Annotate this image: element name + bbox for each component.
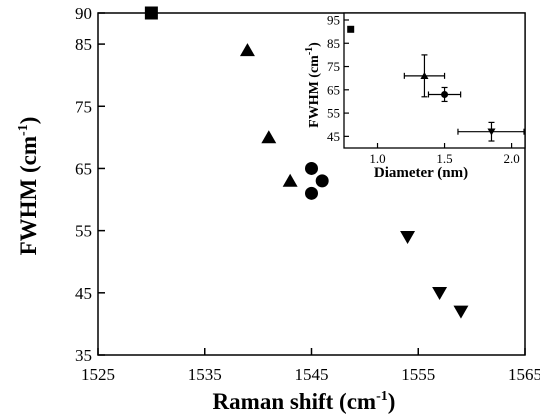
main-x-tick-label: 1555 — [401, 365, 435, 384]
inset-point-circle — [441, 90, 449, 98]
main-y-tick-label: 35 — [75, 346, 92, 365]
inset-y-tick-label: 95 — [327, 12, 340, 27]
inset-y-tick-label: 75 — [327, 59, 340, 74]
main-y-tick-label: 45 — [75, 284, 92, 303]
main-y-tick-label: 65 — [75, 159, 92, 178]
main-point-triangle-up — [239, 43, 255, 57]
main-point-square — [144, 6, 158, 20]
main-x-tick-label: 1565 — [508, 365, 540, 384]
main-y-tick-label: 75 — [75, 97, 92, 116]
inset-y-tick-label: 45 — [327, 129, 340, 144]
inset-y-tick-label: 55 — [327, 106, 340, 121]
main-point-circle — [305, 161, 318, 175]
main-point-triangle-up — [261, 130, 277, 144]
main-point-triangle-down — [432, 286, 448, 300]
main-point-circle — [305, 186, 318, 200]
main-y-tick-label: 85 — [75, 35, 92, 54]
main-y-tick-label: 90 — [75, 4, 92, 23]
main-x-axis-label: Raman shift (cm-1) — [213, 389, 396, 414]
main-point-circle — [315, 174, 329, 188]
inset-point-square — [347, 25, 355, 33]
inset-point-triangle-down — [487, 128, 496, 136]
main-x-tick-label: 1545 — [295, 365, 329, 384]
inset-x-tick-label: 1.0 — [369, 151, 385, 166]
inset-point-triangle-up — [420, 71, 429, 79]
main-point-triangle-down — [453, 305, 469, 319]
inset-x-tick-label: 2.0 — [503, 151, 519, 166]
main-x-tick-label: 1525 — [81, 365, 115, 384]
main-x-tick-label: 1535 — [188, 365, 222, 384]
inset-y-tick-label: 85 — [327, 36, 340, 51]
main-y-tick-label: 55 — [75, 222, 92, 241]
main-y-axis-label: FWHM (cm-1) — [16, 117, 41, 256]
main-point-triangle-up — [282, 173, 298, 187]
main-point-triangle-down — [400, 231, 416, 245]
inset-plot-frame — [343, 12, 526, 149]
inset-x-axis-label: Diameter (nm) — [374, 165, 468, 181]
inset-y-tick-label: 65 — [327, 82, 340, 97]
inset-y-axis-label: FWHM (cm-1) — [304, 42, 322, 128]
inset-x-tick-label: 1.5 — [436, 151, 452, 166]
